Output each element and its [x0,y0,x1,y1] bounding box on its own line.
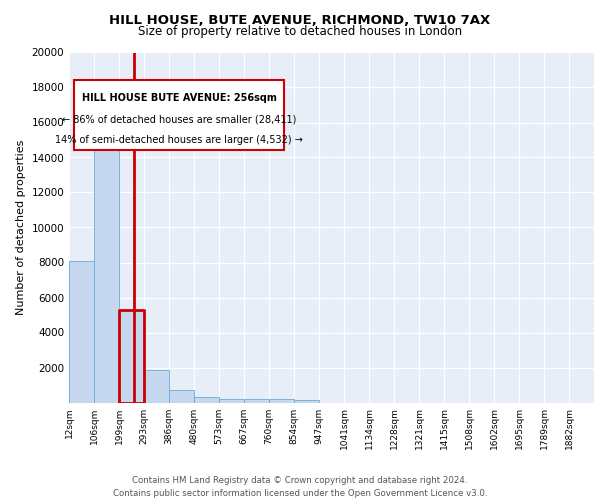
Bar [269,400,294,402]
Text: Contains HM Land Registry data © Crown copyright and database right 2024.
Contai: Contains HM Land Registry data © Crown c… [113,476,487,498]
Bar [94,114,119,403]
Bar [294,400,319,402]
Text: HILL HOUSE BUTE AVENUE: 256sqm: HILL HOUSE BUTE AVENUE: 256sqm [82,93,277,103]
Bar [244,399,269,402]
Bar [144,370,169,402]
Text: ← 86% of detached houses are smaller (28,411): ← 86% of detached houses are smaller (28… [62,114,296,124]
Text: HILL HOUSE, BUTE AVENUE, RICHMOND, TW10 7AX: HILL HOUSE, BUTE AVENUE, RICHMOND, TW10 … [109,14,491,27]
Bar [219,398,244,402]
FancyBboxPatch shape [74,80,284,150]
Bar [119,310,144,402]
Bar [169,390,194,402]
Text: 14% of semi-detached houses are larger (4,532) →: 14% of semi-detached houses are larger (… [55,135,303,145]
Text: Size of property relative to detached houses in London: Size of property relative to detached ho… [138,25,462,38]
Bar [194,397,219,402]
Y-axis label: Number of detached properties: Number of detached properties [16,140,26,315]
Bar [69,261,94,402]
